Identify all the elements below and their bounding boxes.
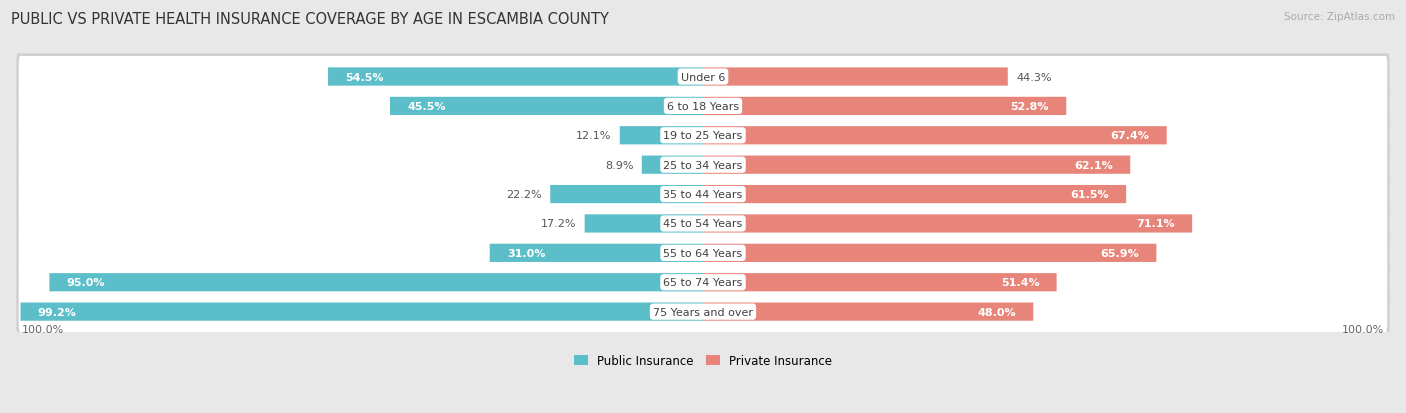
FancyBboxPatch shape <box>17 83 1389 130</box>
Text: 45 to 54 Years: 45 to 54 Years <box>664 219 742 229</box>
Text: 12.1%: 12.1% <box>576 131 612 141</box>
Text: 65 to 74 Years: 65 to 74 Years <box>664 278 742 287</box>
Text: 31.0%: 31.0% <box>508 248 546 258</box>
FancyBboxPatch shape <box>703 97 1066 116</box>
FancyBboxPatch shape <box>17 142 1389 188</box>
Legend: Public Insurance, Private Insurance: Public Insurance, Private Insurance <box>569 350 837 372</box>
Text: 55 to 64 Years: 55 to 64 Years <box>664 248 742 258</box>
FancyBboxPatch shape <box>328 68 703 86</box>
FancyBboxPatch shape <box>585 215 703 233</box>
Text: 54.5%: 54.5% <box>346 72 384 82</box>
Text: Under 6: Under 6 <box>681 72 725 82</box>
FancyBboxPatch shape <box>703 273 1057 292</box>
Text: 6 to 18 Years: 6 to 18 Years <box>666 102 740 112</box>
FancyBboxPatch shape <box>703 185 1126 204</box>
FancyBboxPatch shape <box>389 97 703 116</box>
Text: 8.9%: 8.9% <box>605 160 634 170</box>
FancyBboxPatch shape <box>18 233 1388 274</box>
FancyBboxPatch shape <box>18 291 1388 332</box>
FancyBboxPatch shape <box>18 262 1388 303</box>
Text: 51.4%: 51.4% <box>1001 278 1039 287</box>
Text: 95.0%: 95.0% <box>66 278 105 287</box>
FancyBboxPatch shape <box>18 174 1388 215</box>
Text: Source: ZipAtlas.com: Source: ZipAtlas.com <box>1284 12 1395 22</box>
FancyBboxPatch shape <box>17 113 1389 159</box>
FancyBboxPatch shape <box>703 156 1130 174</box>
Text: 75 Years and over: 75 Years and over <box>652 307 754 317</box>
Text: 19 to 25 Years: 19 to 25 Years <box>664 131 742 141</box>
FancyBboxPatch shape <box>703 244 1156 262</box>
FancyBboxPatch shape <box>18 145 1388 186</box>
Text: 52.8%: 52.8% <box>1011 102 1049 112</box>
FancyBboxPatch shape <box>641 156 703 174</box>
Text: 44.3%: 44.3% <box>1017 72 1052 82</box>
Text: 17.2%: 17.2% <box>541 219 576 229</box>
FancyBboxPatch shape <box>620 127 703 145</box>
FancyBboxPatch shape <box>18 57 1388 98</box>
Text: 48.0%: 48.0% <box>977 307 1017 317</box>
Text: 100.0%: 100.0% <box>1341 324 1384 334</box>
Text: 35 to 44 Years: 35 to 44 Years <box>664 190 742 199</box>
FancyBboxPatch shape <box>17 54 1389 100</box>
FancyBboxPatch shape <box>703 68 1008 86</box>
Text: 99.2%: 99.2% <box>38 307 76 317</box>
FancyBboxPatch shape <box>703 303 1033 321</box>
FancyBboxPatch shape <box>21 303 703 321</box>
FancyBboxPatch shape <box>17 230 1389 276</box>
Text: 100.0%: 100.0% <box>22 324 65 334</box>
Text: 67.4%: 67.4% <box>1111 131 1150 141</box>
FancyBboxPatch shape <box>17 201 1389 247</box>
FancyBboxPatch shape <box>17 289 1389 335</box>
FancyBboxPatch shape <box>18 86 1388 127</box>
Text: 25 to 34 Years: 25 to 34 Years <box>664 160 742 170</box>
Text: 65.9%: 65.9% <box>1101 248 1139 258</box>
Text: 45.5%: 45.5% <box>408 102 446 112</box>
FancyBboxPatch shape <box>17 171 1389 218</box>
Text: 71.1%: 71.1% <box>1136 219 1175 229</box>
FancyBboxPatch shape <box>703 215 1192 233</box>
Text: PUBLIC VS PRIVATE HEALTH INSURANCE COVERAGE BY AGE IN ESCAMBIA COUNTY: PUBLIC VS PRIVATE HEALTH INSURANCE COVER… <box>11 12 609 27</box>
Text: 22.2%: 22.2% <box>506 190 541 199</box>
FancyBboxPatch shape <box>18 116 1388 157</box>
Text: 61.5%: 61.5% <box>1070 190 1109 199</box>
FancyBboxPatch shape <box>489 244 703 262</box>
FancyBboxPatch shape <box>550 185 703 204</box>
FancyBboxPatch shape <box>703 127 1167 145</box>
Text: 62.1%: 62.1% <box>1074 160 1114 170</box>
FancyBboxPatch shape <box>18 203 1388 244</box>
FancyBboxPatch shape <box>49 273 703 292</box>
FancyBboxPatch shape <box>17 259 1389 306</box>
